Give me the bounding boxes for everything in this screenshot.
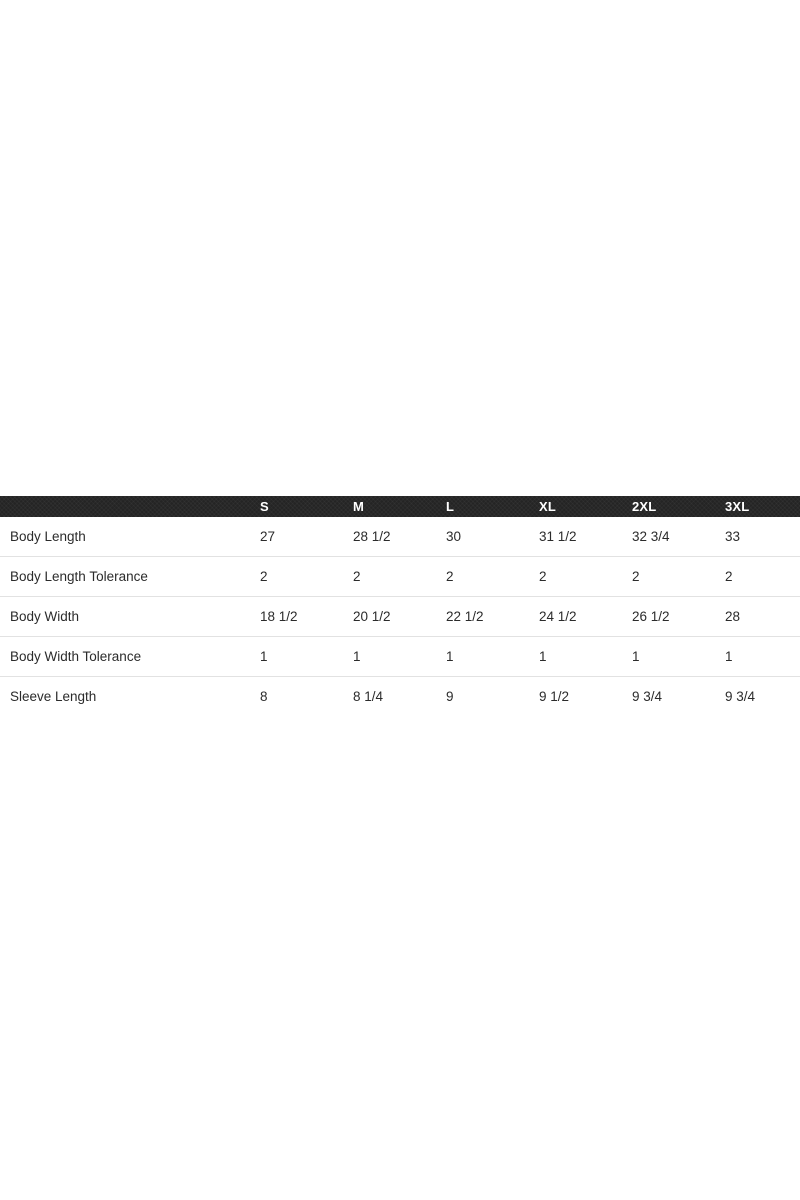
table-row: Sleeve Length 8 8 1/4 9 9 1/2 9 3/4 9 3/… [0, 677, 800, 717]
cell-sleeve-length-l: 9 [446, 689, 454, 704]
size-chart-body: Body Length 27 28 1/2 30 31 1/2 32 3/4 3… [0, 517, 800, 716]
cell-body-width-l: 22 1/2 [446, 596, 539, 637]
cell-body-width-tolerance-s: 1 [260, 636, 353, 677]
cell-body-width-s: 18 1/2 [260, 596, 353, 637]
cell-body-width-tolerance-3xl: 1 [725, 636, 800, 677]
cell-body-length-l: 30 [446, 517, 539, 557]
page-top-whitespace [0, 0, 800, 496]
cell-body-length-2xl: 32 3/4 [632, 517, 725, 557]
column-header-measurement [0, 496, 260, 517]
cell-body-length-tolerance-2xl: 2 [632, 556, 725, 597]
table-row: Body Width Tolerance 1 1 1 1 1 1 [0, 636, 800, 677]
cell-body-length-tolerance-xl: 2 [539, 556, 632, 597]
table-row: Body Length Tolerance 2 2 2 2 2 2 [0, 556, 800, 597]
cell-body-width-m: 20 1/2 [353, 596, 446, 637]
cell-body-length-s: 27 [260, 517, 353, 557]
column-header-xl: XL [539, 499, 557, 514]
cell-body-length-tolerance-s: 2 [260, 556, 353, 597]
cell-sleeve-length-3xl: 9 3/4 [725, 689, 756, 704]
table-row: Body Width 18 1/2 20 1/2 22 1/2 24 1/2 2… [0, 596, 800, 637]
cell-sleeve-length-2xl: 9 3/4 [632, 689, 663, 704]
column-header-s: S [260, 499, 269, 514]
table-row: Body Length 27 28 1/2 30 31 1/2 32 3/4 3… [0, 517, 800, 557]
cell-body-width-tolerance-l: 1 [446, 636, 539, 677]
cell-body-width-tolerance-m: 1 [353, 636, 446, 677]
cell-body-width-3xl: 28 [725, 596, 800, 637]
cell-body-width-xl: 24 1/2 [539, 596, 632, 637]
column-header-l: L [446, 499, 455, 514]
cell-body-width-tolerance-2xl: 1 [632, 636, 725, 677]
cell-sleeve-length-xl: 9 1/2 [539, 689, 570, 704]
row-label-body-width: Body Width [0, 596, 260, 637]
column-header-2xl: 2XL [632, 499, 657, 514]
cell-sleeve-length-s: 8 [260, 689, 268, 704]
cell-body-length-m: 28 1/2 [353, 517, 446, 557]
cell-body-length-tolerance-m: 2 [353, 556, 446, 597]
cell-body-length-3xl: 33 [725, 517, 800, 557]
cell-body-length-xl: 31 1/2 [539, 517, 632, 557]
header-row: S M L XL 2XL 3XL [0, 496, 800, 517]
row-label-body-width-tolerance: Body Width Tolerance [0, 636, 260, 677]
cell-sleeve-length-m: 8 1/4 [353, 689, 384, 704]
cell-body-width-2xl: 26 1/2 [632, 596, 725, 637]
column-header-3xl: 3XL [725, 499, 750, 514]
column-header-m: M [353, 499, 365, 514]
size-chart-table: S M L XL 2XL 3XL Body Length 27 28 1/2 3… [0, 496, 800, 716]
cell-body-length-tolerance-3xl: 2 [725, 556, 800, 597]
row-label-body-length-tolerance: Body Length Tolerance [0, 556, 260, 597]
cell-body-length-tolerance-l: 2 [446, 556, 539, 597]
row-label-sleeve-length: Sleeve Length [10, 689, 97, 704]
row-label-body-length: Body Length [0, 517, 260, 557]
cell-body-width-tolerance-xl: 1 [539, 636, 632, 677]
size-chart-header: S M L XL 2XL 3XL [0, 496, 800, 517]
